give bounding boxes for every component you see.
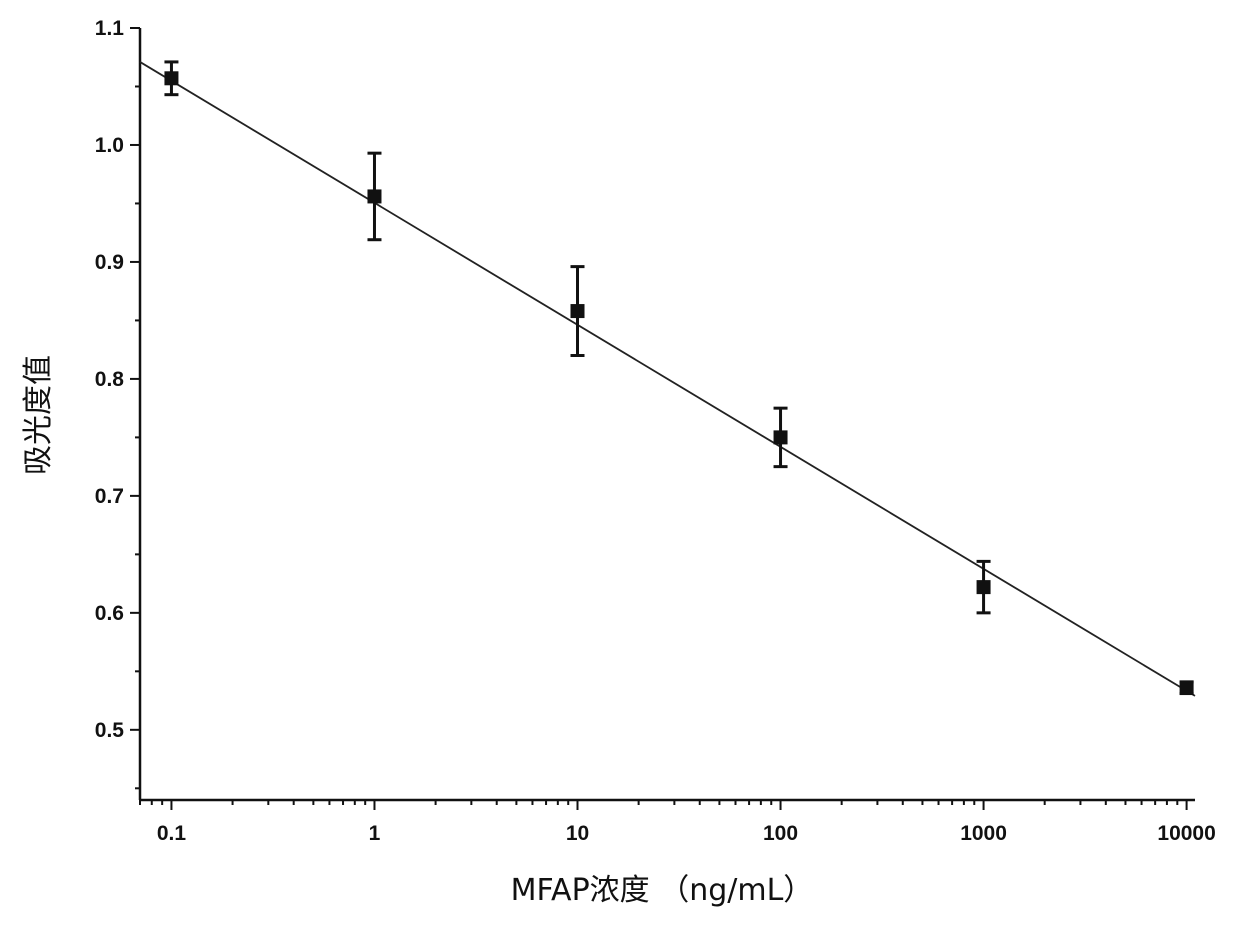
y-tick-label: 0.7 <box>95 485 124 508</box>
x-tick-label: 1000 <box>960 822 1007 845</box>
data-point-marker <box>977 580 991 594</box>
data-points <box>164 62 1193 695</box>
x-tick-label: 100 <box>763 822 798 845</box>
y-tick-label: 0.8 <box>95 368 125 391</box>
x-tick-label: 10 <box>566 822 589 845</box>
y-tick-label: 0.9 <box>95 251 124 274</box>
linear-fit-line <box>140 62 1195 696</box>
x-tick-label: 10000 <box>1157 822 1215 845</box>
y-tick-label: 0.6 <box>95 602 124 625</box>
x-tick-label: 1 <box>369 822 381 845</box>
x-axis-title: MFAP浓度 （ng/mL） <box>511 873 814 908</box>
data-point-marker <box>774 430 788 444</box>
x-tick-label: 0.1 <box>157 822 187 845</box>
data-point-marker <box>1180 681 1194 695</box>
y-axis-title: 吸光度值 <box>21 355 56 475</box>
data-point-marker <box>571 304 585 318</box>
fit-line-group <box>140 62 1195 696</box>
y-tick-label: 0.5 <box>95 719 125 742</box>
data-point-marker <box>367 189 381 203</box>
data-point-marker <box>164 71 178 85</box>
axes: 0.5 0.6 0.7 0.8 0.9 1.0 1.1 0.1 1 10 100 1000 10000 <box>95 17 1216 845</box>
y-tick-label: 1.1 <box>95 17 125 40</box>
y-tick-label: 1.0 <box>95 134 124 157</box>
